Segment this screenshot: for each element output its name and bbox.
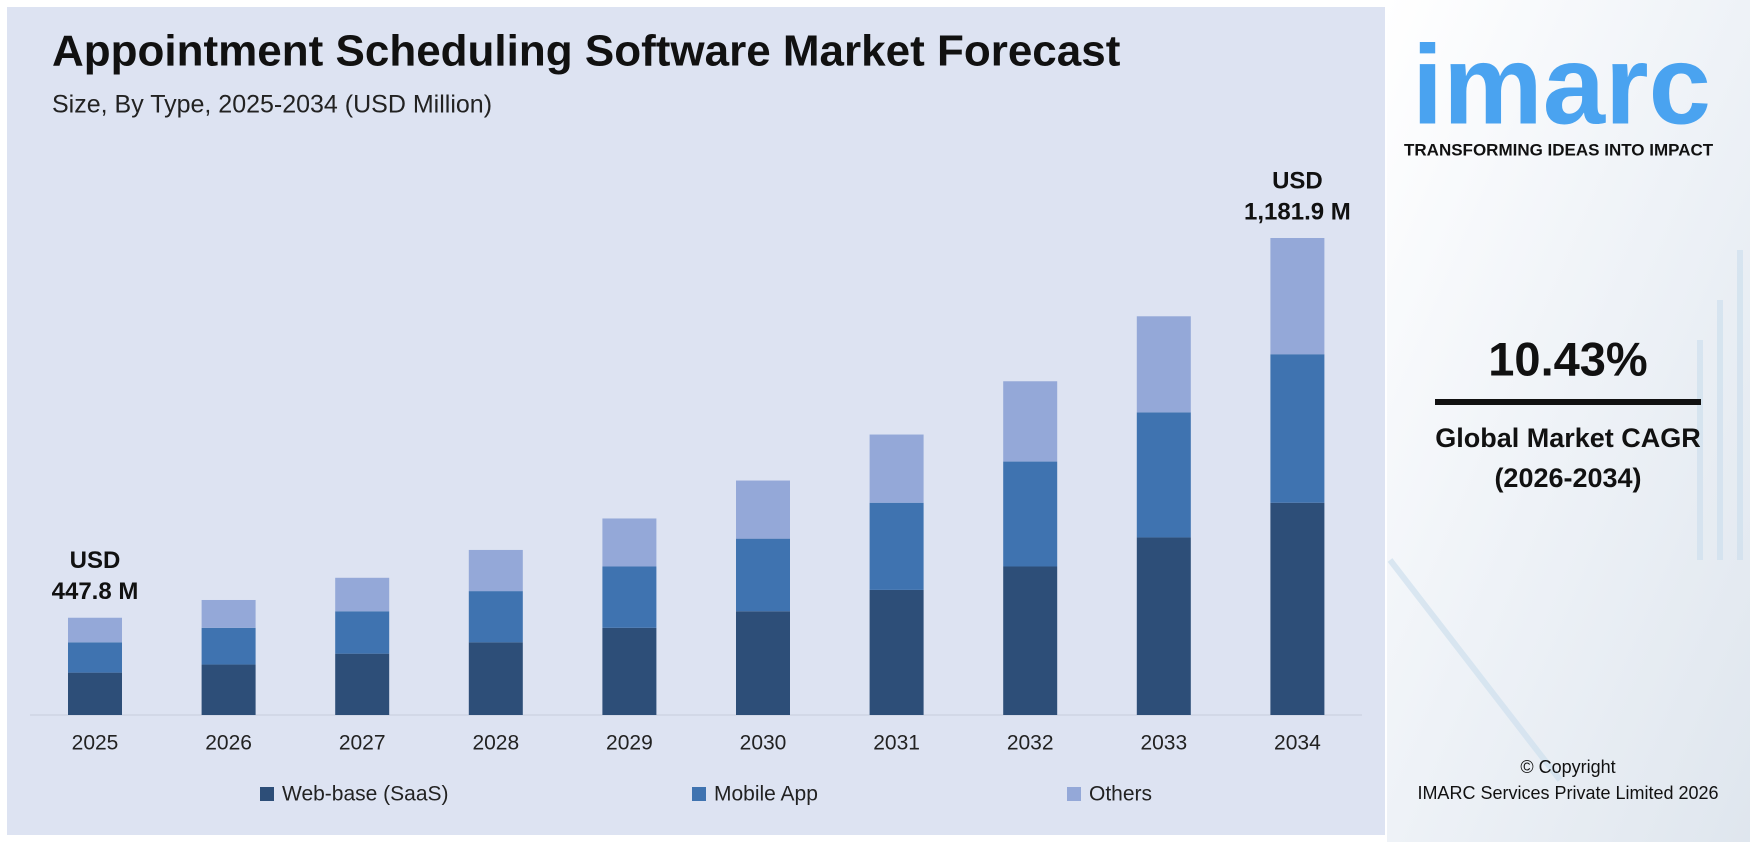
bar-segment <box>1003 461 1058 567</box>
cagr-period: (2026-2034) <box>1494 463 1641 493</box>
chart-title: Appointment Scheduling Software Market F… <box>52 27 1121 76</box>
total-label: USD <box>1272 167 1323 194</box>
bar-segment <box>1003 381 1058 462</box>
bar-segment <box>201 664 256 715</box>
bar-segment <box>1270 238 1325 355</box>
bar-segment <box>602 566 657 628</box>
sidebar-decoration <box>1387 250 1743 782</box>
bar-segment <box>1270 502 1325 715</box>
bar-segment <box>1270 354 1325 503</box>
bar-segment <box>1003 566 1058 715</box>
bar-segment <box>602 518 657 567</box>
bar-segment <box>468 549 523 592</box>
total-label: 447.8 M <box>52 578 139 605</box>
bar-segment <box>201 599 256 628</box>
sidebar-panel <box>1387 0 1750 842</box>
plot: 2025 2026 2027 2028 2029 2030 2031 2032 2033 2034… <box>52 167 1351 805</box>
x-tick-label: 2030 <box>740 732 787 755</box>
chart-subtitle: Size, By Type, 2025-2034 (USD Million) <box>52 91 492 119</box>
bar-segment <box>1136 412 1191 538</box>
bar-segment <box>335 653 390 715</box>
total-label: 1,181.9 M <box>1244 198 1351 225</box>
legend-label: Web-base (SaaS) <box>282 783 449 806</box>
bar-segment <box>869 589 924 715</box>
bar-segment <box>736 611 790 715</box>
x-tick-label: 2034 <box>1274 732 1321 755</box>
x-tick-label: 2031 <box>873 732 920 755</box>
x-tick-label: 2033 <box>1140 732 1187 755</box>
x-tick-label: 2026 <box>205 732 252 755</box>
bar-segment <box>468 591 523 643</box>
legend-label: Others <box>1089 783 1152 806</box>
bar-segment <box>869 502 924 590</box>
legend-swatch <box>260 787 274 801</box>
bar-segment <box>1136 537 1191 715</box>
legend-swatch <box>692 787 706 801</box>
bar-segment <box>1136 316 1191 413</box>
bar-segment <box>201 627 256 665</box>
logo: imarc <box>1412 23 1711 148</box>
legend-label: Mobile App <box>714 783 818 806</box>
bar-segment <box>335 577 390 612</box>
bar-segment <box>68 617 122 643</box>
copyright: © Copyright <box>1520 757 1615 777</box>
bar-segment <box>68 672 122 715</box>
bar-segment <box>736 538 790 612</box>
bar-segment <box>869 434 924 503</box>
x-tick-label: 2027 <box>339 732 386 755</box>
copyright-owner: IMARC Services Private Limited 2026 <box>1417 783 1718 803</box>
x-tick-label: 2032 <box>1007 732 1054 755</box>
cagr-value: 10.43% <box>1488 332 1647 385</box>
bar-segment <box>468 642 523 715</box>
x-tick-label: 2025 <box>72 732 119 755</box>
tagline: TRANSFORMING IDEAS INTO IMPACT <box>1404 140 1714 159</box>
bar-segment <box>602 627 657 715</box>
legend-swatch <box>1067 787 1081 801</box>
bar-segment <box>736 480 790 539</box>
cagr-label: Global Market CAGR <box>1435 423 1701 453</box>
bar-segment <box>335 611 390 654</box>
bar-segment <box>68 642 122 673</box>
x-tick-label: 2028 <box>472 732 519 755</box>
total-label: USD <box>70 547 121 574</box>
x-tick-label: 2029 <box>606 732 653 755</box>
